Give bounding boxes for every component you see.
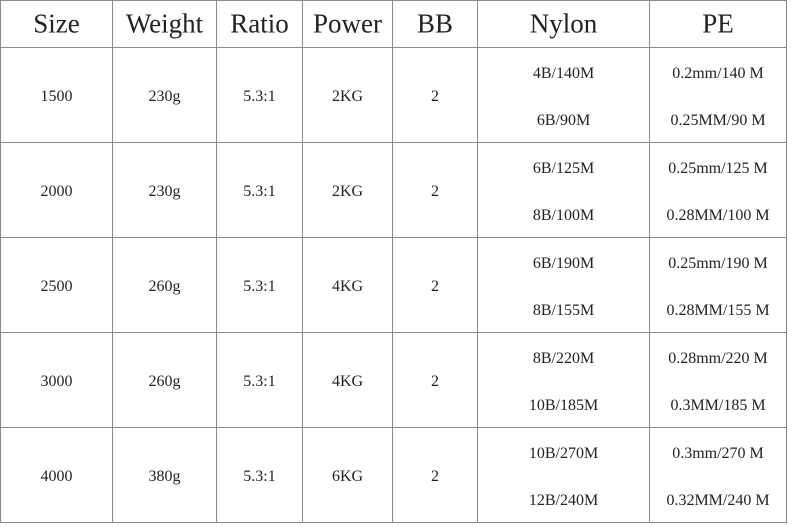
cell-text: 3000 [40,373,73,390]
table-cell: 0.2mm/140 M 0.25MM/90 M [650,48,787,143]
table-cell: 6B/190M 8B/155M [478,238,650,333]
cell-text: 4KG [331,373,364,390]
table-cell: 4B/140M 6B/90M [478,48,650,143]
cell-text: 6B/190M [532,255,595,272]
cell-text: 230g [148,183,181,200]
cell-text: 2500 [40,278,73,295]
header-cell: BB [393,0,478,48]
table-cell: 10B/270M 12B/240M [478,428,650,523]
table-cell: 2500 [0,238,113,333]
cell-text: 0.28mm/220 M [668,350,768,367]
table-cell: 2 [393,333,478,428]
cell-text: 2000 [40,183,73,200]
table-cell: 2 [393,48,478,143]
cell-text: 0.25MM/90 M [670,112,766,129]
table-cell: 3000 [0,333,113,428]
cell-text: 2 [431,183,439,200]
cell-text: 0.25mm/125 M [668,160,768,177]
table-cell: 260g [113,333,217,428]
cell-text: 5.3:1 [243,183,276,200]
cell-text: 2 [431,88,439,105]
table-cell: 4000 [0,428,113,523]
cell-text: 10B/270M [528,445,599,462]
table-cell: 0.25mm/190 M 0.28MM/155 M [650,238,787,333]
cell-text: 0.25mm/190 M [668,255,768,272]
table-cell: 4KG [303,238,393,333]
cell-text: 2 [431,373,439,390]
table-cell: 2KG [303,48,393,143]
table-cell: 5.3:1 [217,238,303,333]
cell-text: 4000 [40,468,73,485]
table-cell: 2000 [0,143,113,238]
header-cell: Nylon [478,0,650,48]
cell-text: 4B/140M [532,65,595,82]
table-cell: 5.3:1 [217,143,303,238]
cell-text: 5.3:1 [243,278,276,295]
cell-text: 0.2mm/140 M [672,65,764,82]
cell-text: 2KG [331,183,364,200]
cell-text: 8B/155M [532,302,595,319]
table-cell: 5.3:1 [217,428,303,523]
cell-text: 2 [431,278,439,295]
header-text: PE [702,8,734,39]
table-cell: 5.3:1 [217,48,303,143]
table-cell: 260g [113,238,217,333]
header-cell: PE [650,0,787,48]
header-text: Weight [125,8,204,39]
cell-text: 0.3mm/270 M [672,445,764,462]
table-cell: 2 [393,428,478,523]
table-cell: 230g [113,143,217,238]
cell-text: 0.32MM/240 M [666,492,770,509]
table-cell: 0.28mm/220 M 0.3MM/185 M [650,333,787,428]
header-text: Size [33,8,80,39]
table-cell: 380g [113,428,217,523]
cell-text: 6B/125M [532,160,595,177]
header-text: BB [416,8,454,39]
cell-text: 8B/100M [532,207,595,224]
header-cell: Size [0,0,113,48]
cell-text: 0.3MM/185 M [670,397,766,414]
table-cell: 4KG [303,333,393,428]
header-cell: Ratio [217,0,303,48]
table-cell: 0.25mm/125 M 0.28MM/100 M [650,143,787,238]
table-cell: 0.3mm/270 M 0.32MM/240 M [650,428,787,523]
cell-text: 5.3:1 [243,373,276,390]
cell-text: 260g [148,278,181,295]
cell-text: 260g [148,373,181,390]
cell-text: 4KG [331,278,364,295]
cell-text: 10B/185M [528,397,599,414]
table-cell: 2 [393,143,478,238]
cell-text: 12B/240M [528,492,599,509]
header-text: Nylon [529,8,598,39]
table-cell: 5.3:1 [217,333,303,428]
table-cell: 6KG [303,428,393,523]
cell-text: 0.28MM/155 M [666,302,770,319]
table-cell: 6B/125M 8B/100M [478,143,650,238]
cell-text: 0.28MM/100 M [666,207,770,224]
cell-text: 2 [431,468,439,485]
cell-text: 5.3:1 [243,468,276,485]
header-text: Ratio [230,8,289,39]
table-cell: 1500 [0,48,113,143]
cell-text: 6KG [331,468,364,485]
cell-text: 1500 [40,88,73,105]
cell-text: 230g [148,88,181,105]
cell-text: 5.3:1 [243,88,276,105]
cell-text: 2KG [331,88,364,105]
header-cell: Weight [113,0,217,48]
header-cell: Power [303,0,393,48]
table-cell: 2KG [303,143,393,238]
table-cell: 230g [113,48,217,143]
header-text: Power [313,8,382,39]
table-cell: 8B/220M 10B/185M [478,333,650,428]
cell-text: 8B/220M [532,350,595,367]
table-cell: 2 [393,238,478,333]
cell-text: 6B/90M [536,112,591,129]
cell-text: 380g [148,468,181,485]
